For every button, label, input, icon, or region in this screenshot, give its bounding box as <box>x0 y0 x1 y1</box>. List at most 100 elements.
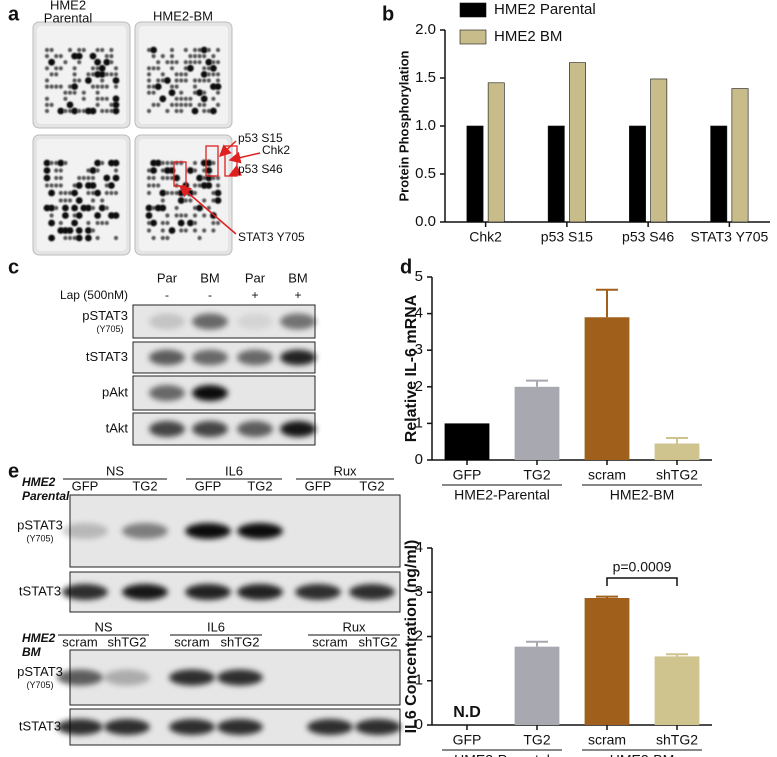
array-spot <box>211 96 216 101</box>
array-spot <box>160 54 165 59</box>
array-spot <box>206 108 211 114</box>
array-spot <box>150 167 158 174</box>
array-spot <box>109 108 114 114</box>
array-spot <box>179 102 184 107</box>
array-spot <box>169 54 175 59</box>
array-spot <box>63 198 68 203</box>
bar <box>444 423 490 460</box>
array-spot <box>145 212 153 219</box>
array-spot <box>90 175 96 181</box>
array-spot <box>183 198 188 203</box>
x-tick-label: GFP <box>453 732 482 748</box>
array-spot <box>72 72 77 77</box>
bar <box>466 125 484 223</box>
array-spot <box>85 204 92 212</box>
array-spot <box>196 89 204 97</box>
array-spot <box>89 167 97 174</box>
column-label: HME2 <box>50 0 86 12</box>
treatment-mark: + <box>294 288 301 302</box>
array-spot <box>177 197 185 204</box>
array-spot <box>44 96 50 101</box>
y-tick-label: 3 <box>415 341 423 358</box>
array-spot <box>94 58 101 66</box>
blot-band <box>192 421 228 437</box>
array-spot <box>44 47 50 53</box>
array-spot <box>211 228 216 233</box>
array-spot <box>58 175 63 181</box>
annotation-arrow <box>178 185 237 235</box>
array-spot <box>202 175 207 181</box>
array-spot <box>202 228 207 233</box>
array-spot <box>187 64 194 72</box>
array-spot <box>109 190 114 196</box>
treatment-label: Lap (500nM) <box>60 288 128 302</box>
array-spot <box>202 102 207 107</box>
bar <box>584 598 630 725</box>
array-spot <box>104 220 109 226</box>
array-spot <box>86 220 91 226</box>
lane-label: TG2 <box>247 478 272 493</box>
row-label: pSTAT3 <box>82 308 128 323</box>
array-spot <box>214 189 222 197</box>
array-spot <box>160 175 165 181</box>
array-spot <box>150 46 158 54</box>
array-spot <box>44 102 50 107</box>
array-spot <box>72 213 77 218</box>
array-spot <box>86 190 91 196</box>
array-spot <box>86 175 91 181</box>
array-spot <box>197 102 202 107</box>
array-spot <box>156 102 161 107</box>
array-spot <box>86 72 91 77</box>
array-spot <box>54 54 59 59</box>
treatment-group: NS <box>106 463 124 478</box>
array-spot <box>95 235 100 241</box>
legend-label: HME2 BM <box>494 28 562 45</box>
array-spot <box>187 167 194 174</box>
array-spot <box>179 213 184 218</box>
array-spot <box>72 66 77 71</box>
y-axis-label: Relative IL-6 mRNA <box>403 294 420 442</box>
array-spot <box>215 78 221 83</box>
array-spot <box>210 64 217 72</box>
array-spot <box>188 96 193 101</box>
row-label: pSTAT3 <box>17 517 63 532</box>
array-spot <box>71 219 78 227</box>
array-spot <box>81 108 86 114</box>
annotation: p53 S15 <box>238 131 283 145</box>
array-spot <box>89 107 97 115</box>
array-spot <box>100 47 105 53</box>
array-spot <box>81 96 86 101</box>
array-spot <box>200 71 208 78</box>
array-spot <box>183 66 188 71</box>
x-tick-label: TG2 <box>523 732 550 748</box>
array-spot <box>54 183 59 188</box>
array-spot <box>206 66 211 71</box>
array-spot <box>95 66 100 71</box>
array-spot <box>202 66 207 71</box>
array-spot <box>77 175 82 181</box>
x-tick-label: p53 S15 <box>541 229 593 245</box>
array-spot <box>112 159 120 167</box>
array-spot <box>192 84 198 89</box>
array-spot <box>49 102 54 107</box>
blot-band <box>217 669 263 686</box>
array-spot <box>63 190 68 196</box>
bar <box>514 646 560 725</box>
y-tick-label: 0 <box>415 716 423 733</box>
y-tick-label: 0.0 <box>415 213 436 230</box>
array-spot <box>215 47 221 53</box>
array-spot <box>206 72 211 77</box>
array-spot <box>215 183 221 188</box>
y-tick-label: 5 <box>415 268 423 285</box>
lane-label: GFP <box>305 478 332 493</box>
blot-band <box>62 523 108 539</box>
array-spot <box>81 175 86 181</box>
y-tick-label: 1 <box>415 414 423 431</box>
array-spot <box>146 220 152 226</box>
array-spot <box>160 228 165 233</box>
annotation: STAT3 Y705 <box>238 230 305 244</box>
array-spot <box>75 182 83 189</box>
array-spot <box>90 228 96 233</box>
y-tick-label: 3 <box>415 583 423 600</box>
panel-label: d <box>400 256 412 278</box>
